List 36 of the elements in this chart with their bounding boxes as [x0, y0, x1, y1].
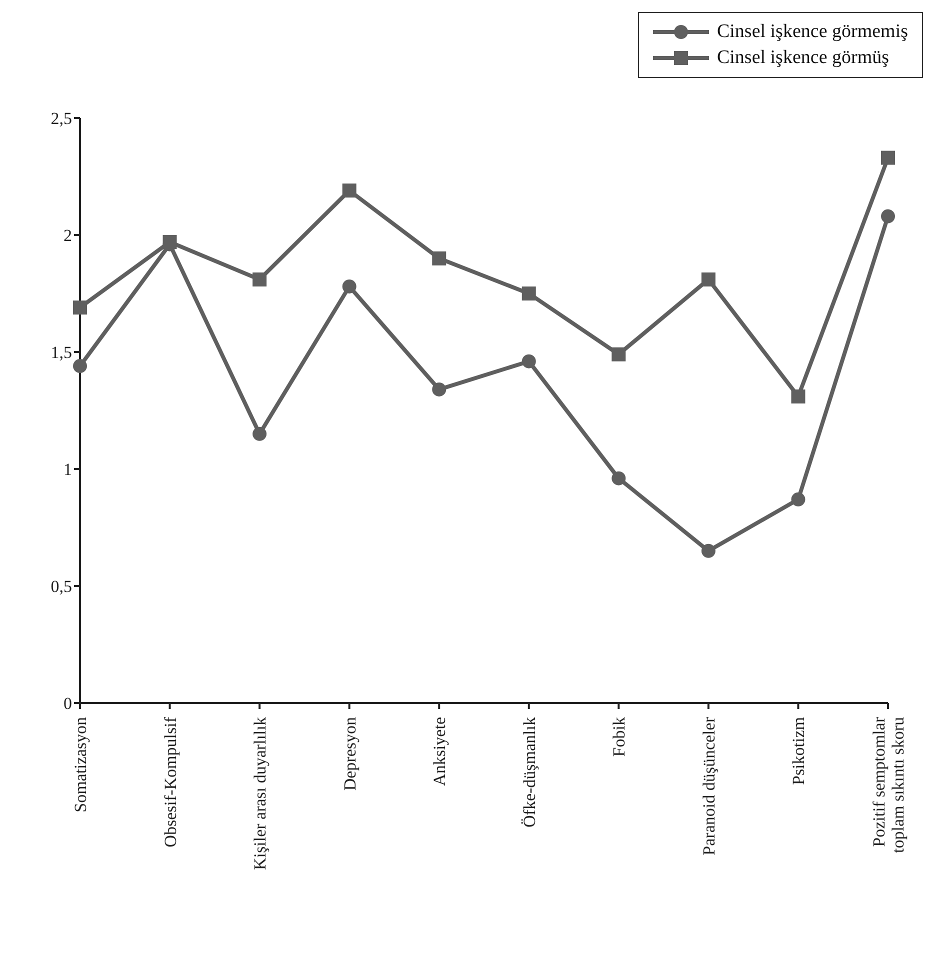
y-tick-label: 2	[64, 226, 72, 246]
point	[791, 389, 806, 404]
legend-label: Cinsel işkence görmemiş	[716, 20, 908, 44]
point	[73, 359, 87, 374]
point	[881, 209, 895, 224]
point	[612, 347, 626, 362]
x-tick-label: Kişiler arası duyarlılık	[250, 716, 270, 870]
y-tick-label: 0	[64, 694, 72, 714]
y-tick-label: 2,5	[50, 109, 72, 128]
point	[432, 251, 446, 266]
y-tick-label: 0,5	[50, 577, 72, 596]
point	[342, 184, 356, 198]
point	[522, 286, 536, 300]
point	[701, 544, 716, 558]
x-tick-label: Anksiyete	[430, 717, 450, 786]
point	[432, 382, 446, 396]
x-tick-label: Paranoid düşünceler	[699, 716, 718, 856]
point	[612, 471, 626, 486]
x-tick-label: Psikotizm	[789, 717, 808, 786]
x-tick-label: Obsesif-Kompulsif	[160, 716, 180, 848]
x-tick-label: Öfke-düşmanlık	[520, 716, 539, 828]
legend-label: Cinsel işkence görmüş	[716, 46, 889, 70]
y-tick-label: 1	[64, 460, 72, 480]
x-tick-label: Depresyon	[340, 716, 360, 791]
point	[342, 279, 356, 294]
point	[791, 492, 806, 506]
x-tick-label: Somatizasyon	[71, 716, 90, 812]
point	[252, 426, 267, 441]
point	[881, 150, 895, 165]
x-tick-label: Pozitif semptomlar toplam sıkıntı skoru	[870, 716, 908, 853]
point	[73, 300, 87, 315]
point	[252, 272, 267, 286]
y-tick-label: 1,5	[50, 343, 72, 362]
point	[522, 354, 536, 368]
x-tick-label: Fobik	[610, 716, 629, 757]
point	[701, 272, 716, 286]
